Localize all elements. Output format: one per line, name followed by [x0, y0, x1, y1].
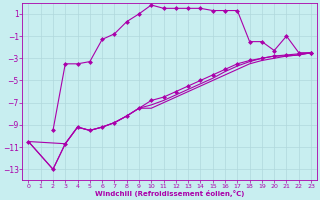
X-axis label: Windchill (Refroidissement éolien,°C): Windchill (Refroidissement éolien,°C) — [95, 190, 244, 197]
